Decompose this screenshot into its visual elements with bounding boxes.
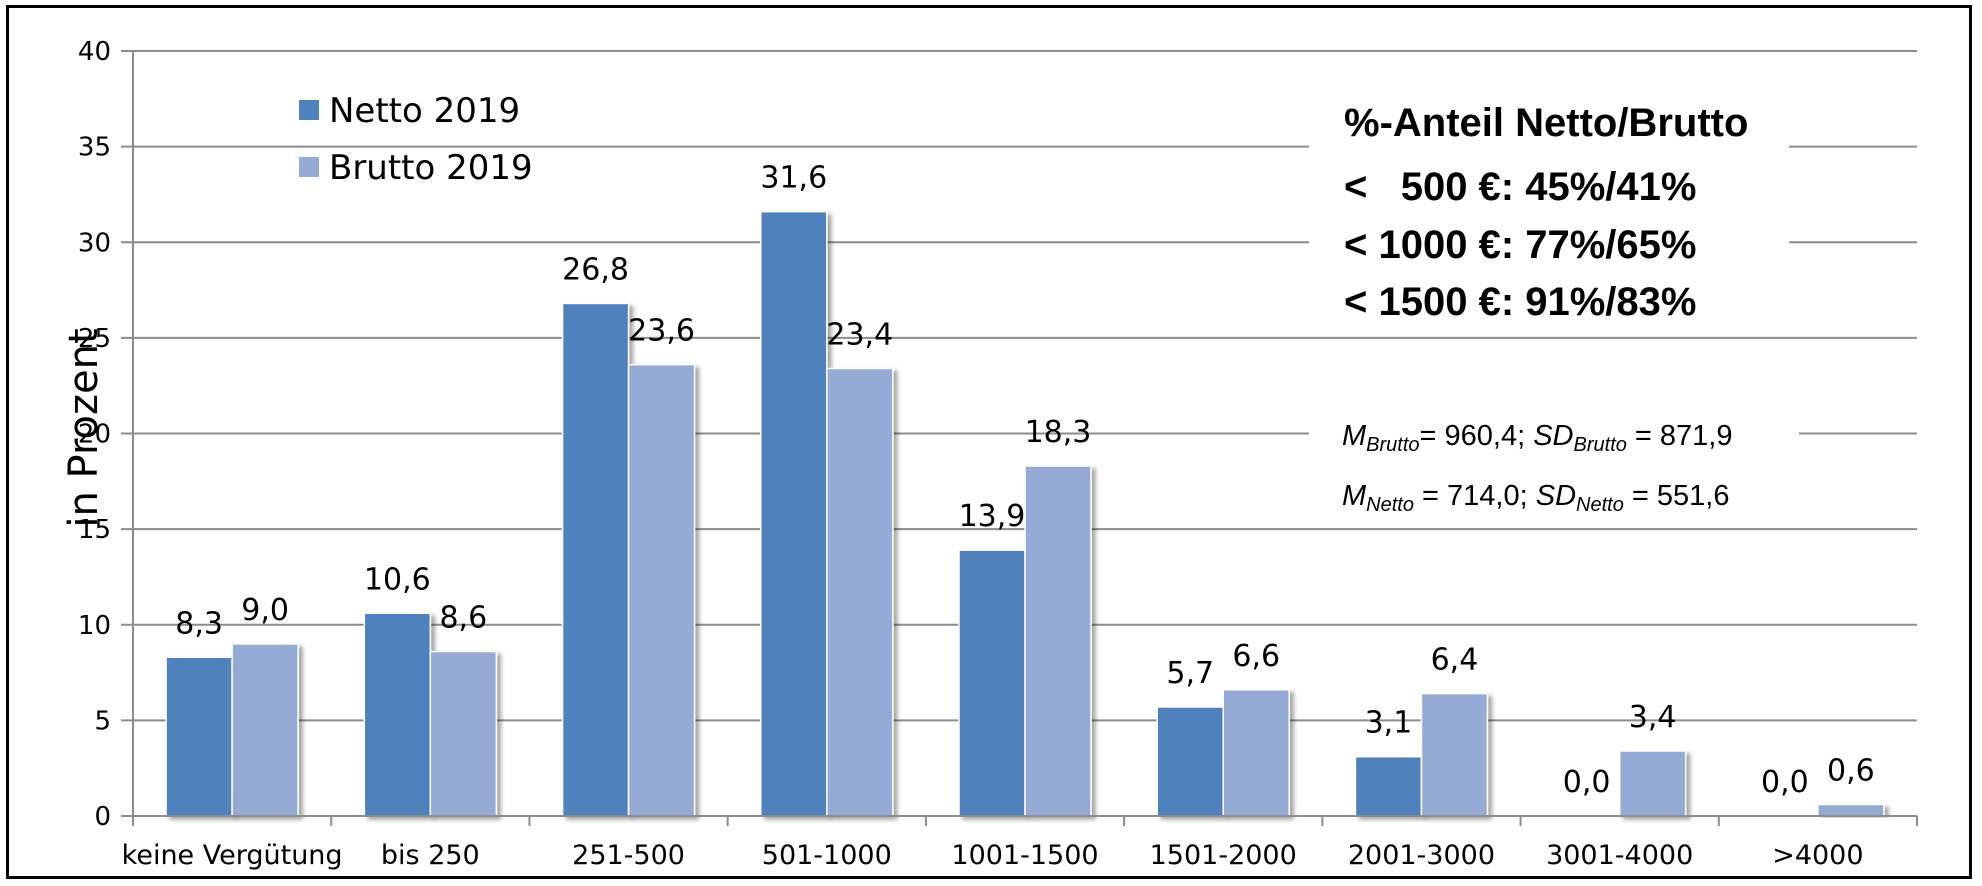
x-tick-label: 2001-3000 <box>1348 840 1495 871</box>
y-tick-label: 25 <box>78 324 111 354</box>
brutto-bar <box>1420 692 1489 817</box>
brutto-bar <box>1222 689 1290 817</box>
netto-bar <box>1354 755 1423 817</box>
netto-bar <box>958 549 1026 817</box>
legend-label: Brutto 2019 <box>329 148 533 188</box>
stat-sd-netto: SD <box>1536 480 1576 512</box>
brutto-data-label: 8,6 <box>439 601 487 636</box>
y-tick-label: 20 <box>78 420 111 450</box>
brutto-bar <box>1618 750 1687 817</box>
y-tick-label: 10 <box>78 611 111 641</box>
y-tick-label: 30 <box>78 228 111 258</box>
netto-data-label: 13,9 <box>959 499 1026 534</box>
brutto-data-label: 23,6 <box>628 314 695 349</box>
stat-m-brutto-sub: Brutto <box>1366 434 1419 456</box>
netto-bar <box>363 612 432 817</box>
brutto-data-label: 3,4 <box>1629 700 1677 735</box>
x-tick-label: keine Vergütung <box>122 840 343 871</box>
stat-sd-brutto-value: = 871,9 <box>1627 420 1733 452</box>
y-tick-label: 15 <box>78 515 111 545</box>
x-tick-label: >4000 <box>1772 840 1863 871</box>
y-axis-label: in Prozent <box>61 328 107 527</box>
axes: 0 5 10 15 20 25 30 35 40 keine Vergütung bis 250 25… <box>78 37 1918 871</box>
share-line-1500: < 1500 €: 91%/83% <box>1344 280 1696 324</box>
brutto-data-label: 9,0 <box>241 593 289 628</box>
stat-sd-netto-value: = 551,6 <box>1624 480 1730 512</box>
x-tick-label: 1501-2000 <box>1150 840 1297 871</box>
chart-frame: %-Anteil Netto/Brutto < 500 €: 45%/41% <… <box>6 5 1972 879</box>
bar-chart: %-Anteil Netto/Brutto < 500 €: 45%/41% <… <box>61 37 1918 871</box>
netto-data-label: 0,0 <box>1563 765 1611 800</box>
legend-swatch <box>299 100 319 120</box>
legend-label: Netto 2019 <box>329 91 520 131</box>
brutto-bar <box>826 367 894 817</box>
brutto-bar <box>1024 465 1092 817</box>
y-tick-label: 5 <box>94 706 111 736</box>
share-box-background <box>1309 88 1789 328</box>
brutto-bar <box>1817 803 1885 817</box>
stat-m-netto-value: = 714,0; <box>1414 480 1536 512</box>
brutto-data-label: 6,4 <box>1431 643 1479 678</box>
stat-m-brutto: M <box>1342 420 1367 452</box>
legend-swatch <box>299 157 319 177</box>
x-tick-label: bis 250 <box>381 840 480 871</box>
netto-data-label: 5,7 <box>1166 656 1214 691</box>
stats-box-background <box>1309 388 1799 528</box>
netto-data-label: 8,3 <box>175 606 223 641</box>
netto-data-label: 31,6 <box>760 161 827 196</box>
netto-bar <box>760 210 828 817</box>
stats-netto: MNetto = 714,0; SDNetto = 551,6 <box>1342 480 1729 516</box>
bars: 8,3 10,6 26,8 31,6 13,9 5,7 3,1 0,0 0,0 9,0 8,6 23,… <box>165 161 1885 817</box>
share-line-500: < 500 €: 45%/41% <box>1344 165 1696 209</box>
stat-m-brutto-value: = 960,4; <box>1420 420 1534 452</box>
netto-data-label: 0,0 <box>1761 765 1809 800</box>
brutto-data-label: 0,6 <box>1827 754 1875 789</box>
stat-sd-brutto-sub: Brutto <box>1574 434 1627 456</box>
stat-sd-brutto: SD <box>1533 420 1573 452</box>
x-tick-label: 501-1000 <box>762 840 892 871</box>
stats-brutto: MBrutto= 960,4; SDBrutto = 871,9 <box>1342 420 1733 456</box>
netto-data-label: 26,8 <box>562 252 629 287</box>
y-tick-label: 35 <box>78 133 111 163</box>
netto-data-label: 10,6 <box>364 562 431 597</box>
brutto-data-label: 23,4 <box>826 317 893 352</box>
netto-bar <box>165 656 233 817</box>
y-tick-label: 40 <box>78 37 111 67</box>
x-tick-label: 251-500 <box>572 840 685 871</box>
stat-m-netto: M <box>1342 480 1367 512</box>
brutto-data-label: 6,6 <box>1232 639 1280 674</box>
netto-bar <box>561 302 630 817</box>
annotations: %-Anteil Netto/Brutto < 500 €: 45%/41% <… <box>1309 88 1799 528</box>
x-tick-label: 3001-4000 <box>1546 840 1693 871</box>
brutto-bar <box>429 650 498 817</box>
x-tick-label: 1001-1500 <box>951 840 1098 871</box>
stat-sd-netto-sub: Netto <box>1576 494 1624 516</box>
share-line-1000: < 1000 €: 77%/65% <box>1344 223 1696 267</box>
brutto-bar <box>231 643 299 817</box>
legend: Netto 2019 Brutto 2019 <box>299 91 533 188</box>
y-tick-label: 0 <box>94 802 111 832</box>
brutto-bar <box>627 363 696 817</box>
netto-bar <box>1156 706 1224 817</box>
brutto-data-label: 18,3 <box>1025 415 1092 450</box>
share-title: %-Anteil Netto/Brutto <box>1344 101 1748 145</box>
stat-m-netto-sub: Netto <box>1366 494 1414 516</box>
netto-data-label: 3,1 <box>1365 706 1413 741</box>
